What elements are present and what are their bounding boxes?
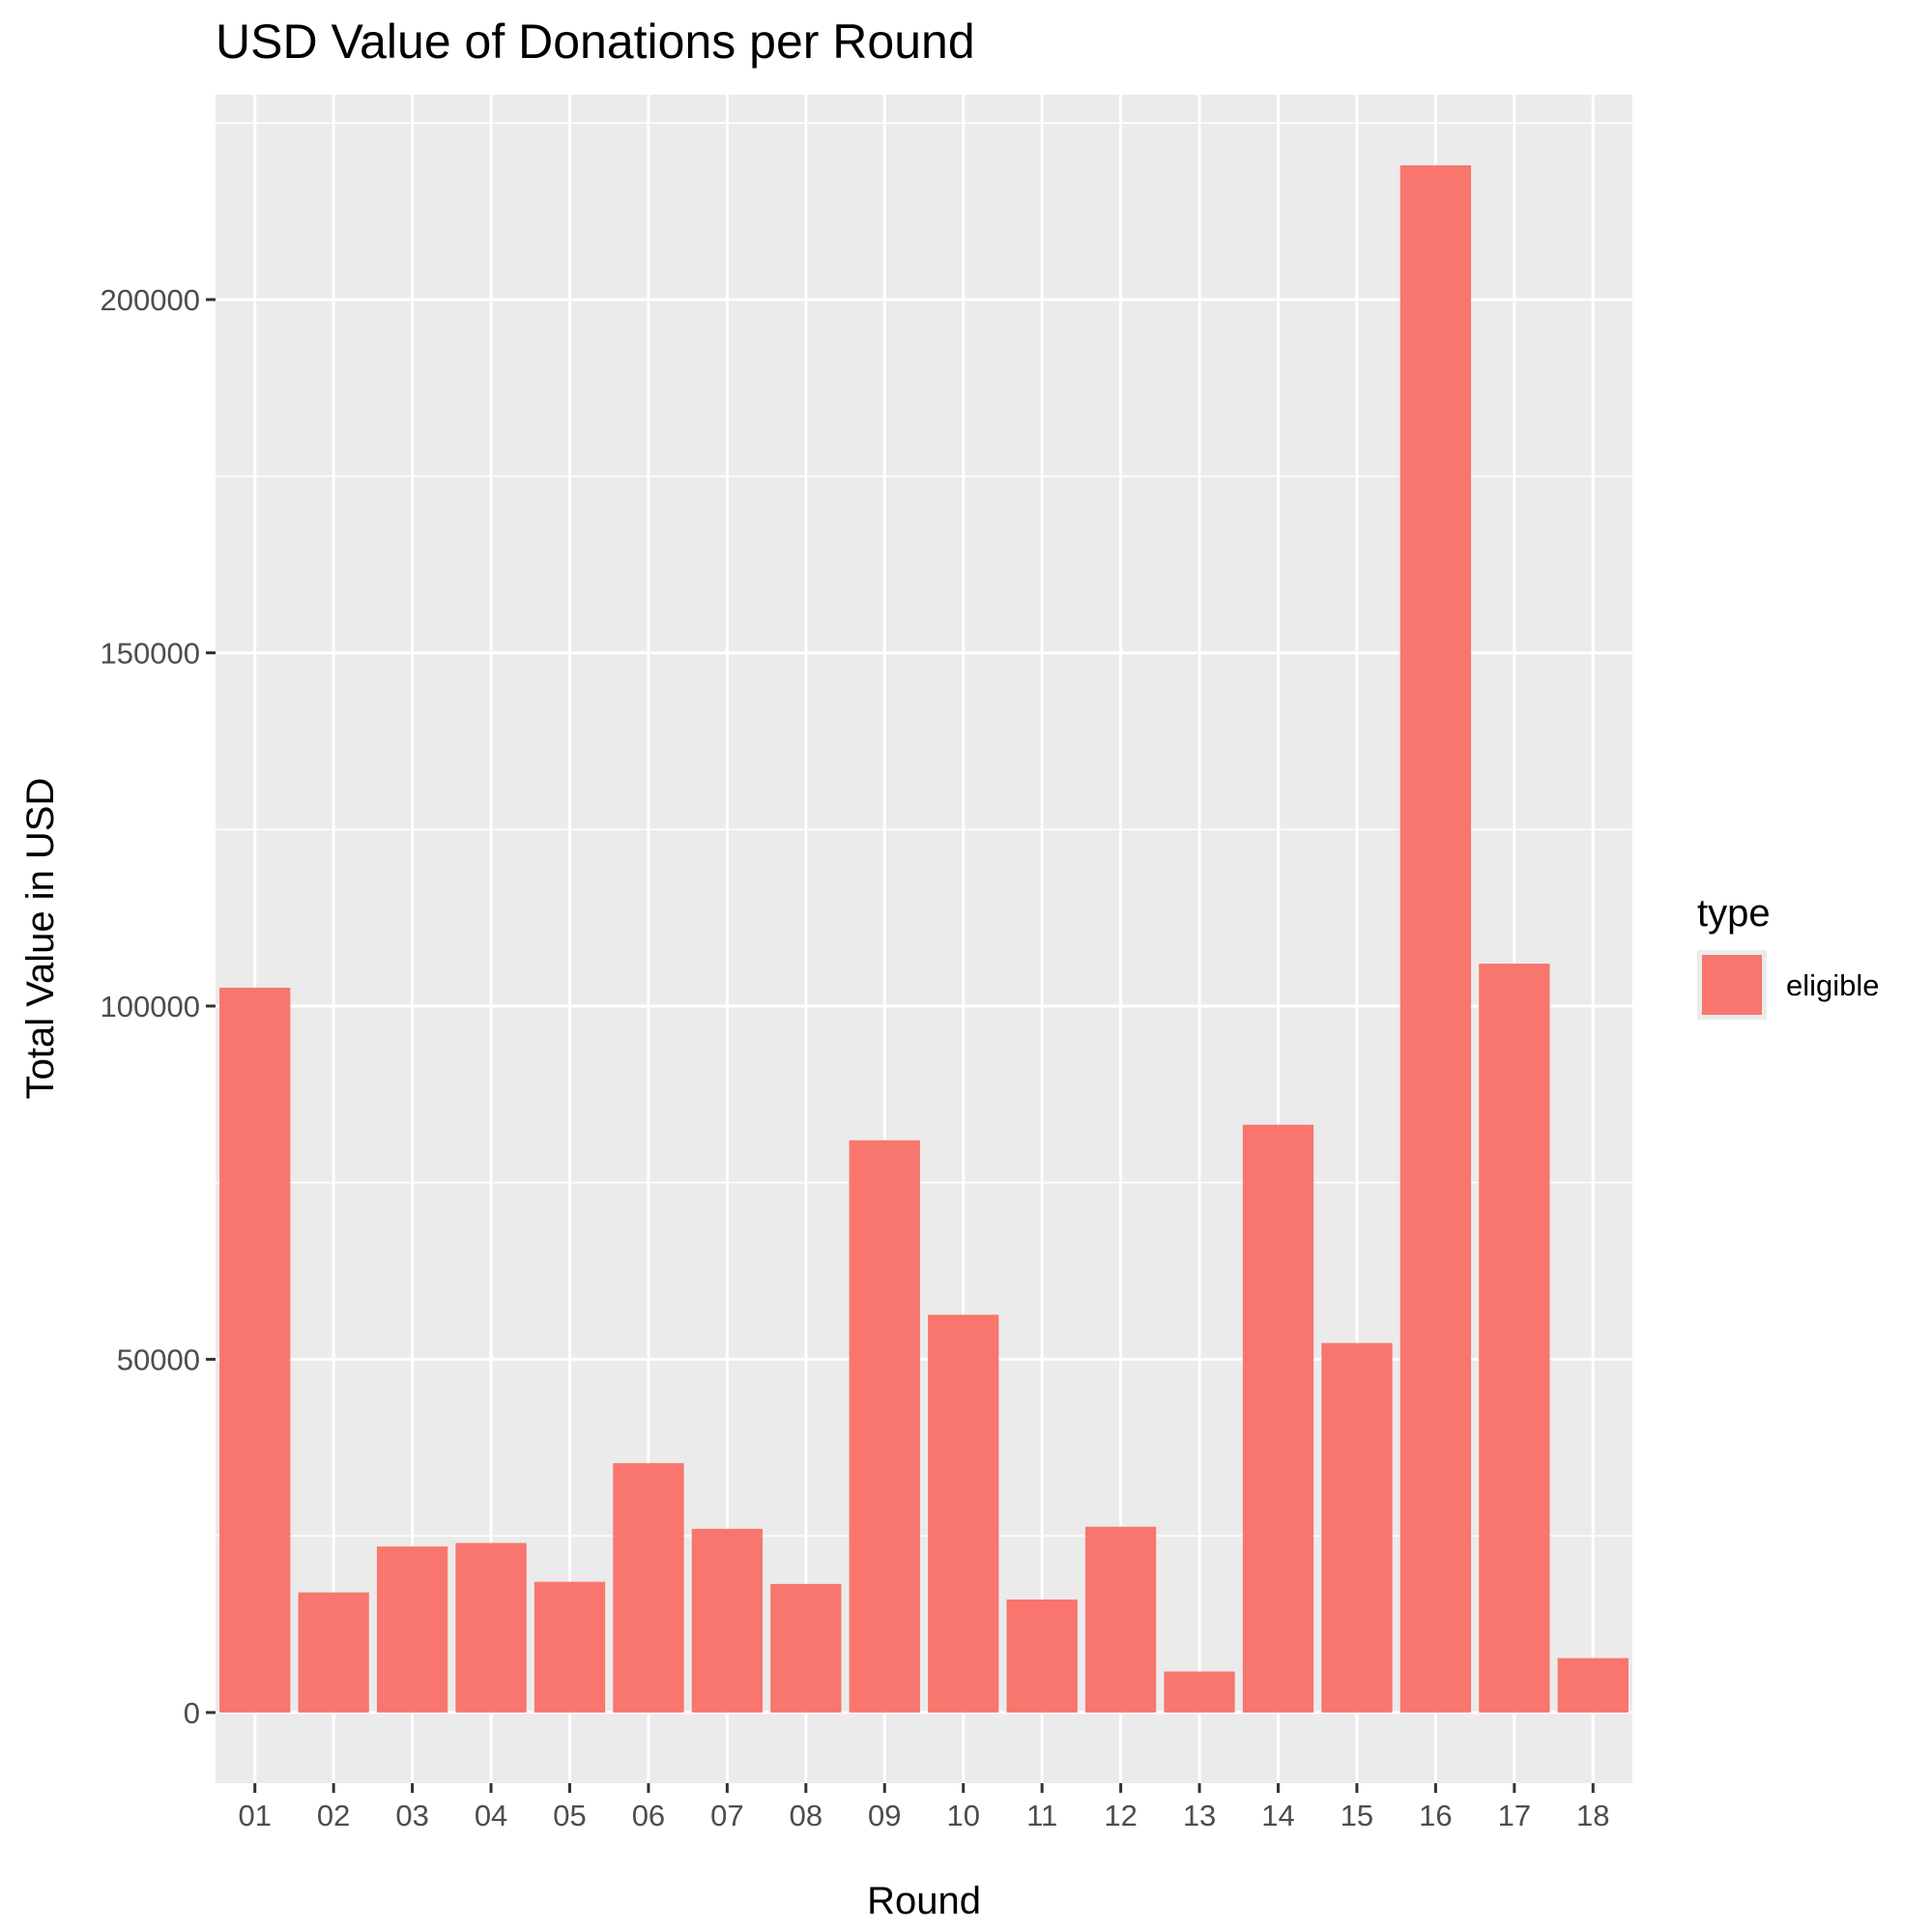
x-axis-title: Round [867, 1880, 981, 1922]
x-axis: 01 02 03 04 05 06 07 08 09 10 11 12 13 14 15 16 17 18 [238, 1783, 1610, 1832]
y-axis-title: Total Value in USD [19, 778, 62, 1100]
bar-round-08 [770, 1583, 842, 1713]
bar-round-09 [849, 1139, 920, 1713]
x-tick-label: 10 [946, 1799, 979, 1832]
bar-round-07 [691, 1528, 764, 1713]
x-tick-label: 07 [710, 1799, 743, 1832]
bar-round-11 [1006, 1599, 1078, 1713]
legend-swatch-eligible [1702, 955, 1762, 1015]
bar-round-01 [219, 987, 291, 1713]
bar-round-06 [613, 1462, 684, 1713]
legend-label-eligible: eligible [1786, 968, 1880, 1002]
y-tick-label: 0 [184, 1696, 200, 1730]
x-tick-label: 01 [238, 1799, 271, 1832]
minor-gridlines [216, 122, 1632, 1537]
bar-round-05 [533, 1581, 606, 1713]
bar-round-14 [1242, 1124, 1314, 1713]
bar-round-15 [1321, 1342, 1393, 1713]
y-tick-label: 50000 [117, 1342, 200, 1376]
bar-round-17 [1479, 964, 1550, 1713]
x-tick-label: 06 [632, 1799, 665, 1832]
x-tick-label: 05 [553, 1799, 586, 1832]
x-tick-label: 02 [317, 1799, 350, 1832]
bar-round-03 [376, 1546, 448, 1713]
x-tick-label: 13 [1183, 1799, 1216, 1832]
y-axis: 0 50000 100000 150000 200000 [101, 283, 216, 1730]
legend: type eligible [1697, 892, 1880, 1020]
x-tick-label: 15 [1341, 1799, 1373, 1832]
x-tick-label: 11 [1026, 1799, 1057, 1832]
bar-round-12 [1084, 1526, 1157, 1713]
bar-round-13 [1164, 1671, 1235, 1713]
bars [219, 165, 1629, 1713]
y-tick-label: 100000 [101, 990, 200, 1024]
y-tick-label: 200000 [101, 283, 200, 317]
y-tick-label: 150000 [101, 636, 200, 670]
x-tick-label: 18 [1576, 1799, 1609, 1832]
x-tick-label: 03 [395, 1799, 428, 1832]
bar-round-16 [1399, 165, 1472, 1713]
x-tick-label: 04 [475, 1799, 507, 1832]
x-tick-label: 16 [1419, 1799, 1452, 1832]
x-tick-label: 17 [1498, 1799, 1531, 1832]
bar-round-10 [928, 1314, 999, 1713]
bar-round-18 [1557, 1658, 1629, 1713]
bar-round-02 [298, 1592, 369, 1713]
x-tick-label: 12 [1104, 1799, 1137, 1832]
x-tick-label: 09 [868, 1799, 901, 1832]
bar-round-04 [455, 1543, 527, 1713]
x-tick-label: 08 [790, 1799, 822, 1832]
chart-title: USD Value of Donations per Round [216, 14, 975, 69]
x-tick-label: 14 [1261, 1799, 1294, 1832]
plot-panel [216, 95, 1632, 1783]
legend-title: type [1697, 892, 1771, 935]
